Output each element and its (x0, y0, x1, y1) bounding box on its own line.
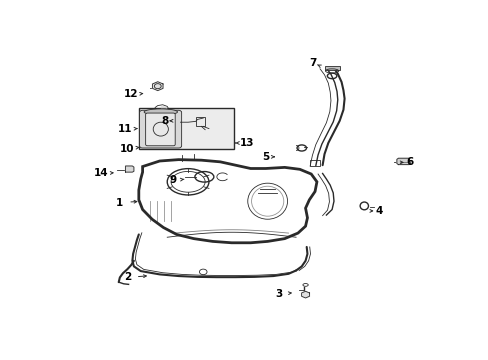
Bar (195, 117, 205, 126)
Polygon shape (396, 158, 410, 165)
Text: 1: 1 (116, 198, 123, 208)
Ellipse shape (144, 109, 177, 115)
Text: 9: 9 (169, 175, 176, 185)
Text: 4: 4 (375, 206, 383, 216)
Bar (324, 66, 339, 69)
Polygon shape (161, 106, 167, 112)
Text: 2: 2 (123, 273, 131, 283)
Text: 14: 14 (93, 168, 108, 179)
Polygon shape (152, 82, 163, 91)
Text: 6: 6 (406, 157, 412, 167)
Text: 5: 5 (262, 152, 269, 162)
Text: 10: 10 (120, 144, 134, 153)
Text: 13: 13 (239, 138, 254, 148)
Bar (139, 108, 233, 149)
Text: 11: 11 (118, 124, 133, 134)
Text: 7: 7 (309, 58, 316, 68)
Bar (310, 159, 319, 166)
Polygon shape (301, 291, 309, 298)
Text: 8: 8 (162, 116, 169, 126)
Polygon shape (125, 166, 134, 172)
Text: 12: 12 (124, 90, 138, 99)
FancyBboxPatch shape (145, 113, 175, 146)
Text: 3: 3 (275, 289, 282, 299)
FancyBboxPatch shape (139, 110, 181, 148)
